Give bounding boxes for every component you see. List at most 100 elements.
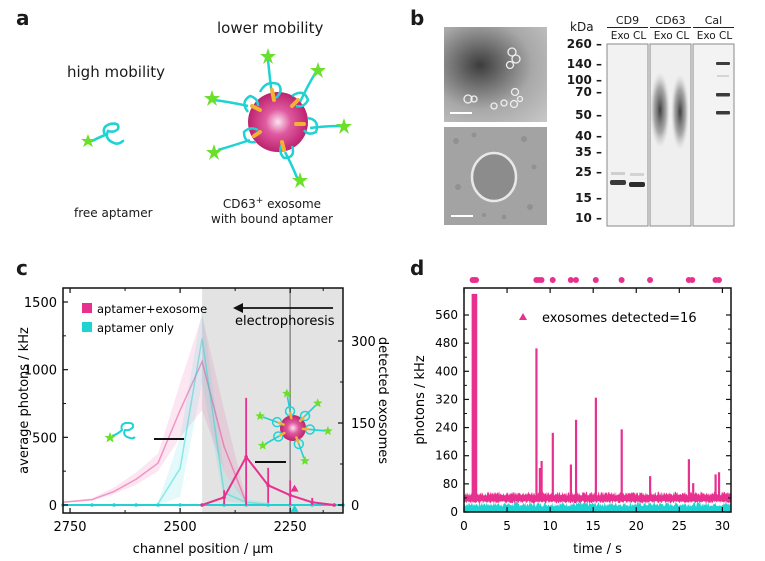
tem-vesicles: [450, 47, 524, 114]
detection-dot: [715, 277, 722, 283]
legend-label-aptamer-exosome: aptamer+exosome: [97, 302, 207, 316]
baseline-point: [134, 503, 138, 507]
detection-dot: [572, 277, 579, 283]
aptamer-exosome-noise-trace: [464, 491, 731, 504]
cd63-protein: [289, 411, 293, 420]
blot-group-cd63: CD63: [650, 14, 691, 28]
high-mobility-title: high mobility: [67, 63, 166, 81]
exosome-peak: [717, 472, 721, 498]
band-cd63-cl: [671, 74, 689, 150]
detection-dot: [592, 277, 599, 283]
exosome-peak: [714, 474, 717, 498]
x-tick-label: 15: [586, 519, 601, 533]
y-tick-label: 240: [435, 421, 458, 435]
y-tick-label: 0: [450, 505, 458, 519]
aptamer-loop: [273, 431, 284, 442]
aptamer-arm: [262, 416, 281, 424]
trace-group: [464, 293, 731, 512]
ladder-mark-10: 10 –: [575, 211, 602, 225]
baseline-point: [178, 503, 182, 507]
free-aptamer-icon: [81, 122, 125, 147]
exosome-peak: [574, 419, 578, 498]
with-bound-aptamer-label: with bound aptamer: [211, 212, 333, 226]
y2-tick-label: 300: [351, 335, 376, 350]
detected-exosomes-point: [200, 503, 204, 507]
y-axis-label: photons / kHz: [413, 355, 428, 444]
fluorophore-star-icon: [313, 398, 323, 408]
x-tick-label: 0: [460, 519, 468, 533]
y-tick-label: 500: [32, 431, 57, 446]
fluorophore-star-icon: [255, 411, 265, 421]
detected-exosomes-point: [288, 493, 292, 497]
x-tick-label: 10: [542, 519, 557, 533]
aptamer-strand: [111, 421, 136, 440]
western-blot: [606, 43, 735, 227]
blot-lanes-cd63: Exo CL: [653, 30, 690, 42]
detected-exosomes-point: [332, 503, 336, 507]
x-tick-label: 2250: [274, 520, 307, 535]
band-cd9-exo: [610, 180, 626, 185]
band-cal-cl-3: [716, 111, 730, 115]
aptamer-loop: [299, 410, 311, 422]
line-aptamer-only: [157, 338, 269, 506]
y-tick-label: 560: [435, 308, 458, 322]
detection-dot: [549, 277, 556, 283]
aptamer-loop: [293, 438, 305, 450]
ladder-mark-100: 100 –: [566, 73, 602, 87]
fluorophore-star-icon: [300, 455, 310, 465]
legend-swatch-aptamer-only: [82, 322, 92, 332]
tem-single-vesicle: [444, 127, 547, 225]
blot-membrane-cal: [692, 43, 735, 227]
y-tick-label: 1000: [24, 364, 57, 379]
exosome-label: exosome: [263, 197, 322, 211]
tem-image-overview: [444, 27, 547, 122]
exosome-inset-icon: [255, 388, 333, 465]
cd63-protein: [278, 431, 286, 437]
ladder-mark-140: 140 –: [566, 57, 602, 71]
y-tick-label: 480: [435, 336, 458, 350]
lower-mobility-title: lower mobility: [217, 19, 324, 37]
baseline-point: [156, 503, 160, 507]
x-tick-label: 25: [672, 519, 687, 533]
exosome-with-aptamers-icon: [204, 48, 352, 188]
aptamer-arm: [297, 440, 305, 459]
y-tick-label: 400: [435, 364, 458, 378]
cd63-sup: +: [255, 196, 264, 206]
exosome-peak: [471, 293, 474, 498]
exosome-peak: [535, 348, 538, 498]
exosome-peak: [473, 293, 476, 498]
y-tick-label: 0: [49, 499, 57, 514]
exosome-triangle: [290, 484, 299, 492]
detection-dot: [618, 277, 625, 283]
x-tick-label: 5: [503, 519, 511, 533]
ladder-mark-50: 50 –: [575, 108, 602, 122]
y-tick-label: 80: [443, 477, 458, 491]
aptamer-arm: [302, 404, 317, 419]
free-aptamer-inset-icon: [104, 421, 136, 443]
aptamer-arm: [264, 434, 282, 445]
x-tick-label: 2750: [53, 520, 86, 535]
band-cal-cl-1: [716, 62, 730, 65]
legend-triangle-icon: [519, 313, 527, 320]
y-tick-label: 1500: [24, 296, 57, 311]
detection-dot: [567, 277, 574, 283]
ladder-mark-25: 25 –: [575, 165, 602, 179]
detected-exosomes-point: [244, 455, 248, 459]
exosome-peak: [475, 293, 478, 498]
legend-label-aptamer-only: aptamer only: [97, 321, 174, 335]
exosome-peak: [687, 459, 690, 498]
detection-dot: [689, 277, 696, 283]
y-axis-label: average photons / kHz: [17, 327, 32, 474]
exosome-peak: [692, 483, 695, 498]
legend-label-exosomes-detected: exosomes detected=16: [542, 311, 697, 326]
fluorophore-star-icon: [282, 388, 292, 398]
detection-dot: [473, 277, 480, 283]
detection-dot: [538, 277, 545, 283]
aptamer-loop: [271, 416, 283, 428]
baseline-point: [90, 503, 94, 507]
y2-tick-label: 150: [351, 417, 376, 432]
band-cd9-cl: [629, 182, 645, 187]
shaded-region: [202, 288, 343, 513]
blot-lanes-cd9: Exo CL: [610, 30, 647, 42]
